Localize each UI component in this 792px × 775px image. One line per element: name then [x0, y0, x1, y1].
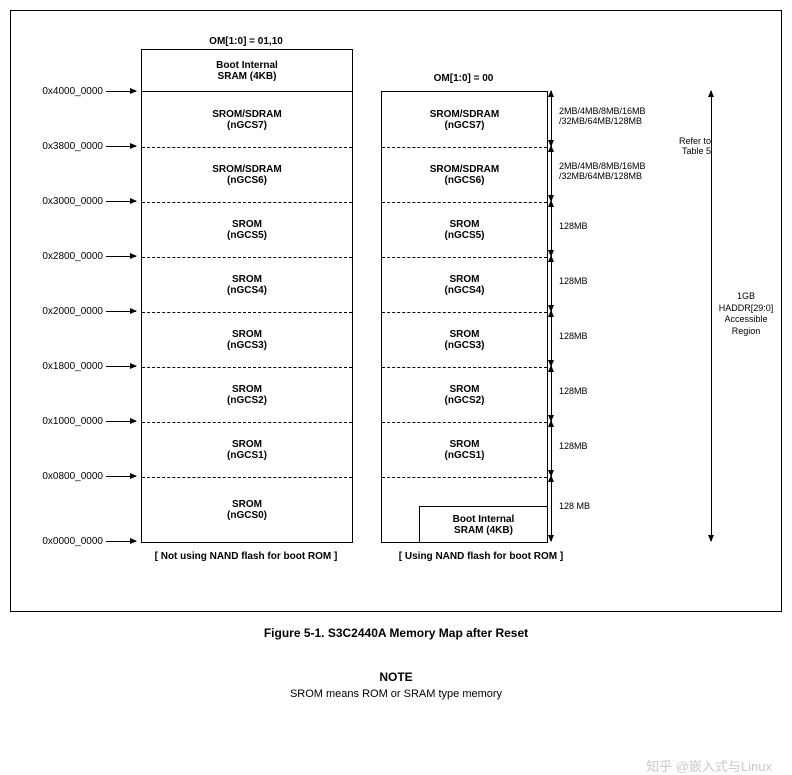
mem-row-left-last: SROM(nGCS0) [142, 477, 352, 542]
boot-bottom-line2: SRAM (4KB) [454, 525, 513, 536]
caption-right: [ Using NAND flash for boot ROM ] [381, 551, 581, 562]
header-om-right: OM[1:0] = 00 [381, 73, 546, 84]
mem-row-right: SROM(nGCS5) [382, 202, 547, 258]
size-label: 128 MB [559, 501, 669, 511]
address-arrow [106, 421, 136, 422]
size-arrow [551, 421, 552, 476]
size-arrow [551, 366, 552, 421]
full-range-arrow [711, 91, 712, 541]
note-title: NOTE [10, 670, 782, 684]
size-label: 128MB [559, 276, 669, 286]
address-label: 0x1000_0000 [23, 416, 103, 427]
size-label: 128MB [559, 386, 669, 396]
note-text: SROM means ROM or SRAM type memory [10, 688, 782, 700]
address-arrow [106, 256, 136, 257]
diagram-container: OM[1:0] = 01,10 Boot Internal SRAM (4KB)… [10, 10, 782, 612]
address-label: 0x2800_0000 [23, 251, 103, 262]
mem-row-right: SROM(nGCS2) [382, 367, 547, 423]
size-arrow [551, 91, 552, 146]
address-label: 0x2000_0000 [23, 306, 103, 317]
size-label: 128MB [559, 441, 669, 451]
boot-internal-top-box: Boot Internal SRAM (4KB) [141, 49, 353, 93]
size-label: 128MB [559, 331, 669, 341]
right-memory-column: SROM/SDRAM(nGCS7)SROM/SDRAM(nGCS6)SROM(n… [381, 91, 548, 543]
boot-top-line1: Boot Internal [216, 60, 278, 71]
mem-row-right: SROM/SDRAM(nGCS6) [382, 147, 547, 203]
address-label: 0x0000_0000 [23, 536, 103, 547]
address-label: 0x3000_0000 [23, 196, 103, 207]
size-arrow [551, 256, 552, 311]
size-arrow [551, 476, 552, 541]
address-arrow [106, 91, 136, 92]
left-memory-column: SROM/SDRAM(nGCS7)SROM/SDRAM(nGCS6)SROM(n… [141, 91, 353, 543]
mem-row-left: SROM(nGCS2) [142, 367, 352, 423]
boot-top-line2: SRAM (4KB) [218, 71, 277, 82]
full-range-label: 1GB HADDR[29:0] Accessible Region [716, 291, 776, 338]
size-label: 2MB/4MB/8MB/16MB/32MB/64MB/128MB [559, 161, 669, 181]
size-arrow [551, 201, 552, 256]
watermark: 知乎 @嵌入式与Linux [646, 756, 772, 775]
mem-row-left: SROM/SDRAM(nGCS7) [142, 92, 352, 148]
boot-bottom-line1: Boot Internal [453, 514, 515, 525]
size-label: 128MB [559, 221, 669, 231]
address-arrow [106, 201, 136, 202]
mem-row-left: SROM(nGCS1) [142, 422, 352, 478]
boot-internal-bottom-box: Boot Internal SRAM (4KB) [419, 506, 548, 542]
address-arrow [106, 366, 136, 367]
size-arrow [551, 311, 552, 366]
caption-left: [ Not using NAND flash for boot ROM ] [141, 551, 351, 562]
header-om-left: OM[1:0] = 01,10 [141, 36, 351, 47]
address-arrow [106, 146, 136, 147]
size-label: 2MB/4MB/8MB/16MB/32MB/64MB/128MB [559, 106, 669, 126]
address-label: 0x1800_0000 [23, 361, 103, 372]
refer-label: Refer to Table 5 [661, 136, 711, 156]
mem-row-left: SROM/SDRAM(nGCS6) [142, 147, 352, 203]
figure-title: Figure 5-1. S3C2440A Memory Map after Re… [10, 626, 782, 640]
address-arrow [106, 311, 136, 312]
address-label: 0x3800_0000 [23, 141, 103, 152]
size-arrow [551, 146, 552, 201]
address-label: 0x0800_0000 [23, 471, 103, 482]
mem-row-right: SROM/SDRAM(nGCS7) [382, 92, 547, 148]
mem-row-right: SROM(nGCS4) [382, 257, 547, 313]
address-arrow [106, 476, 136, 477]
mem-row-left: SROM(nGCS5) [142, 202, 352, 258]
mem-row-right: SROM(nGCS3) [382, 312, 547, 368]
mem-row-left: SROM(nGCS3) [142, 312, 352, 368]
address-arrow [106, 541, 136, 542]
address-label: 0x4000_0000 [23, 86, 103, 97]
mem-row-right: SROM(nGCS1) [382, 422, 547, 478]
mem-row-left: SROM(nGCS4) [142, 257, 352, 313]
